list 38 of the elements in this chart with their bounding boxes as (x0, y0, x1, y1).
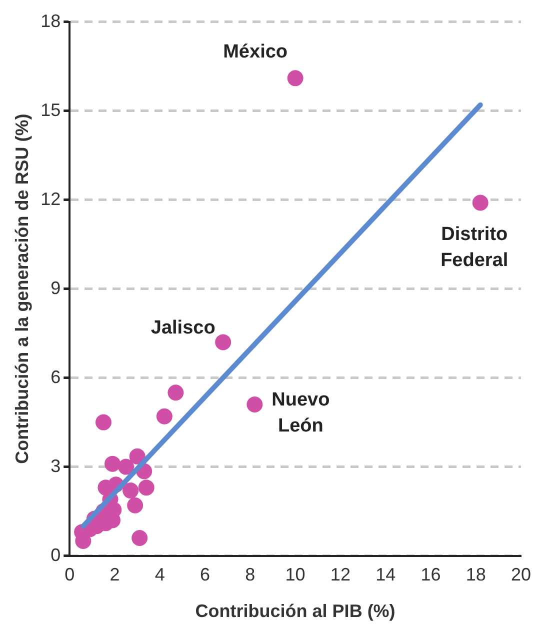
y-axis-title: Contribución a la generación de RSU (%) (12, 114, 32, 464)
annotation: Jalisco (150, 317, 216, 338)
y-tick-label: 9 (50, 278, 61, 298)
x-axis-title: Contribución al PIB (%) (195, 601, 396, 622)
x-tick-label: 4 (154, 564, 165, 585)
annotation: Nuevo León (272, 390, 330, 437)
x-tick-label: 6 (200, 564, 210, 585)
x-tick-label: 16 (420, 564, 441, 585)
point (215, 334, 232, 350)
y-tick-label: 6 (50, 366, 61, 387)
point (287, 70, 304, 86)
y-tick-label: 3 (50, 456, 61, 476)
point (129, 448, 146, 464)
annotation: Distrito Federal (440, 224, 508, 271)
point (156, 408, 172, 424)
x-tick-label: 18 (466, 564, 486, 585)
point (127, 497, 144, 514)
x-tick-label: 12 (330, 564, 350, 585)
x-tick-label: 20 (510, 564, 532, 585)
point (104, 456, 121, 472)
x-tick-label: 0 (64, 564, 75, 585)
y-tick-label: 0 (50, 544, 61, 565)
point (122, 482, 139, 499)
point (118, 458, 134, 475)
point (138, 480, 154, 496)
point (246, 396, 263, 412)
point (168, 384, 184, 401)
y-tick-label: 12 (40, 188, 61, 209)
x-tick-label: 8 (245, 564, 256, 585)
annotation: México (223, 41, 288, 62)
point (132, 530, 148, 546)
x-tick-label: 10 (285, 564, 306, 585)
point (472, 194, 488, 211)
y-tick-label: 15 (40, 100, 61, 120)
x-tick-label: 14 (376, 564, 396, 585)
y-tick-label: 18 (40, 10, 61, 31)
x-tick-label: 2 (110, 564, 120, 585)
point (95, 414, 112, 430)
